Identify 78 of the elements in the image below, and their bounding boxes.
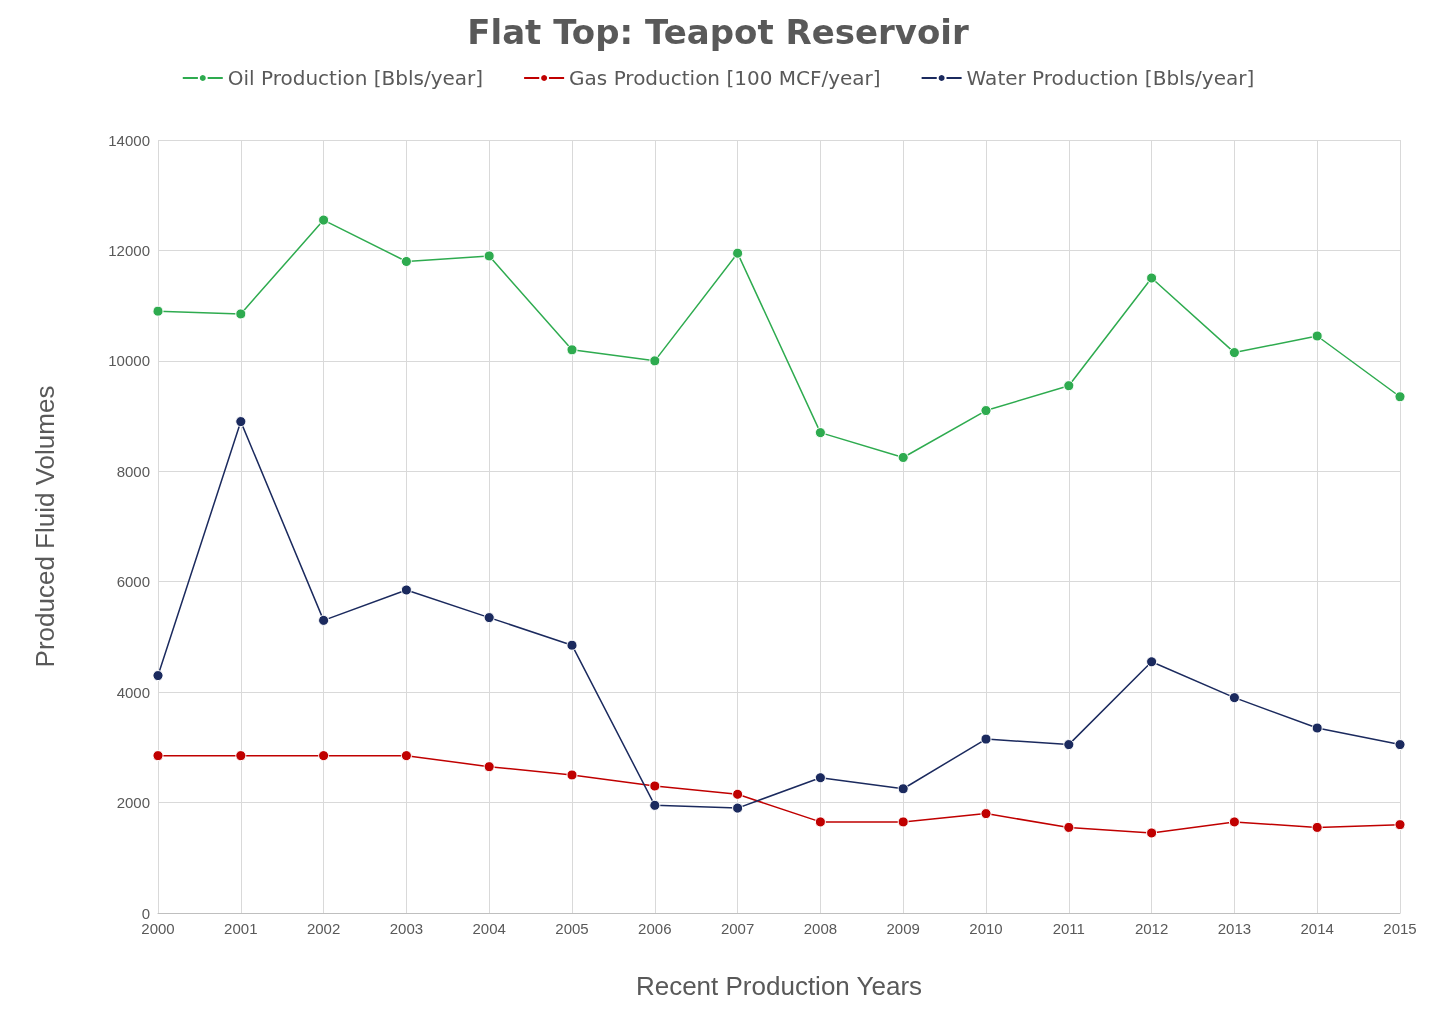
x-tick-label: 2015: [1383, 920, 1417, 937]
point: [980, 405, 992, 417]
x-tick-label: 2001: [224, 920, 258, 937]
point: [152, 305, 164, 317]
y-tick-label: 4000: [116, 683, 150, 701]
point: [980, 808, 992, 820]
y-tick-label: 2000: [116, 794, 150, 812]
point: [1394, 391, 1406, 403]
x-tick-label: 2012: [1134, 920, 1169, 937]
point: [483, 612, 495, 624]
point: [1063, 380, 1075, 392]
x-tick-label: 2004: [472, 920, 506, 937]
x-tick-label: 2013: [1217, 920, 1252, 937]
point: [897, 451, 909, 463]
x-tick-label: 2007: [720, 920, 755, 937]
legend-label: Gas Production [100 MCF/year]: [569, 66, 881, 90]
y-tick-label: 10000: [108, 352, 150, 370]
point: [1063, 821, 1075, 833]
legend-label: Oil Production [Bbls/year]: [227, 66, 484, 90]
chart-title: Flat Top: Teapot Reservoir: [467, 12, 969, 52]
x-tick-label: 2000: [141, 920, 175, 937]
point: [1394, 739, 1406, 751]
point: [897, 816, 909, 828]
point: [814, 427, 826, 439]
point: [1063, 739, 1075, 751]
legend-label: Water Production [Bbls/year]: [966, 66, 1255, 90]
y-tick-label: 8000: [116, 462, 150, 480]
y-tick-label: 14000: [108, 131, 150, 149]
x-axis-title: Recent Production Years: [635, 971, 923, 1001]
point: [400, 255, 412, 267]
point: [732, 802, 744, 814]
point: [814, 772, 826, 784]
x-tick-label: 2002: [306, 920, 341, 937]
point: [649, 799, 661, 811]
point: [235, 308, 247, 320]
point: [152, 670, 164, 682]
point: [1228, 347, 1240, 359]
point: [235, 750, 247, 762]
point: [483, 250, 495, 262]
point: [152, 750, 164, 762]
y-tick-label: 6000: [116, 573, 150, 591]
point: [235, 416, 247, 428]
point: [732, 247, 744, 259]
point: [566, 639, 578, 651]
point: [814, 816, 826, 828]
point: [1228, 816, 1240, 828]
point: [649, 355, 661, 367]
x-tick-label: 2005: [555, 920, 589, 937]
x-tick-label: 2006: [638, 920, 672, 937]
y-tick-label: 0: [141, 904, 150, 922]
y-tick-label: 12000: [108, 241, 150, 259]
point: [980, 733, 992, 745]
point: [732, 788, 744, 800]
point: [897, 783, 909, 795]
point: [566, 769, 578, 781]
x-tick-label: 2010: [969, 920, 1003, 937]
point: [318, 214, 330, 226]
x-tick-label: 2008: [803, 920, 838, 937]
point: [566, 344, 578, 356]
point: [1394, 819, 1406, 831]
point: [1146, 272, 1158, 284]
point: [1311, 821, 1323, 833]
point: [400, 584, 412, 596]
point: [649, 780, 661, 792]
point: [483, 761, 495, 773]
point: [1146, 656, 1158, 668]
x-tick-label: 2003: [389, 920, 424, 937]
x-tick-label: 2011: [1052, 920, 1085, 937]
point: [1311, 722, 1323, 734]
point: [1311, 330, 1323, 342]
x-tick-label: 2014: [1300, 920, 1334, 937]
point: [318, 614, 330, 626]
point: [1228, 692, 1240, 704]
point: [318, 750, 330, 762]
x-tick-label: 2009: [886, 920, 920, 937]
point: [400, 750, 412, 762]
y-axis-title: Produced Fluid Volumes: [30, 385, 60, 668]
point: [1146, 827, 1158, 839]
